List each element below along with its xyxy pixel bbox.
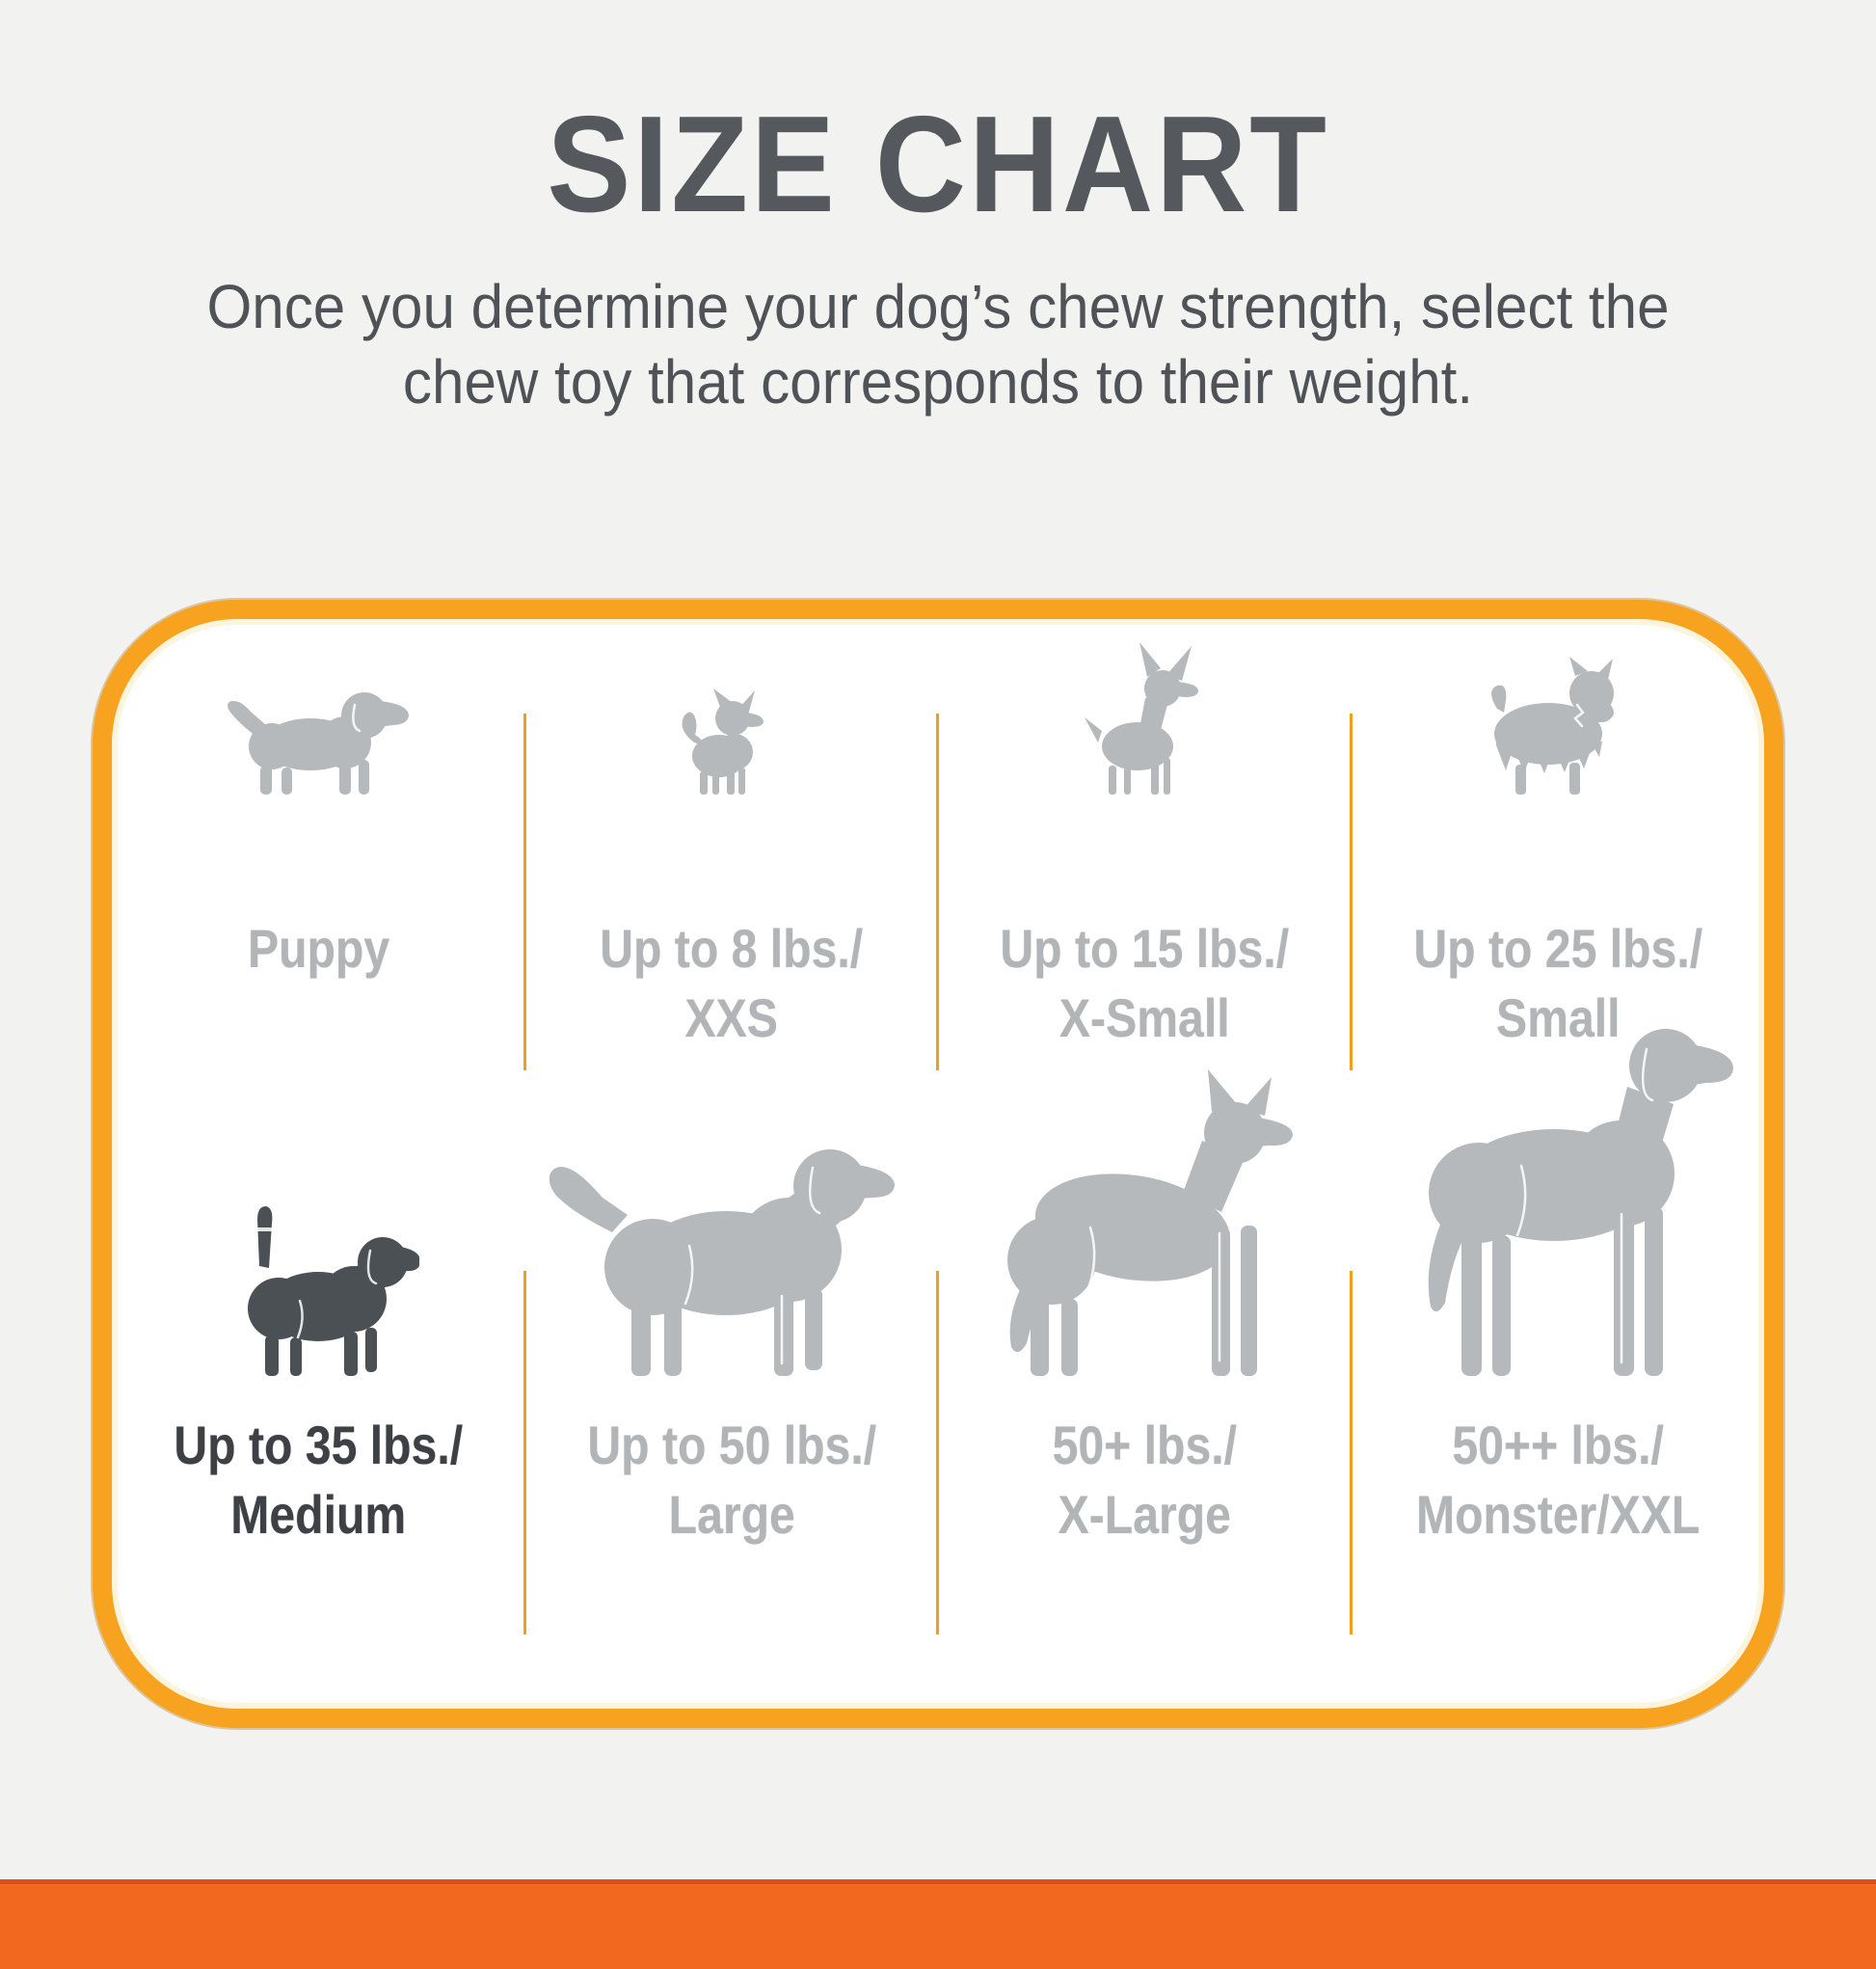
size-cell-large: Up to 50 lbs./ Large <box>525 1101 939 1709</box>
size-label-medium: Up to 35 lbs./ Medium <box>174 1415 464 1546</box>
bottom-orange-bar <box>0 1879 1876 1969</box>
size-cell-monster-xxl: 50++ lbs./ Monster/XXL <box>1352 1029 1765 1709</box>
beagle-dog-icon <box>217 1101 420 1377</box>
size-label-small: Up to 25 lbs./ Small <box>1412 918 1702 1049</box>
page-title: SIZE CHART <box>547 88 1329 241</box>
size-label-xxs: Up to 8 lbs./ XXS <box>600 918 864 1049</box>
size-cell-x-small: Up to 15 lbs./ X-Small <box>938 619 1352 1101</box>
size-label-x-small: Up to 15 lbs./ X-Small <box>1000 918 1290 1049</box>
size-cell-medium: Up to 35 lbs./ Medium <box>112 1101 525 1709</box>
column-divider <box>1349 1271 1353 1635</box>
chihuahua-dog-icon <box>671 619 791 796</box>
column-divider <box>523 1271 526 1635</box>
column-divider <box>936 1271 939 1635</box>
shepherd-dog-icon <box>971 1069 1318 1377</box>
size-cell-xxs: Up to 8 lbs./ XXS <box>525 619 939 1101</box>
size-cell-puppy: Puppy <box>112 619 525 1101</box>
subtitle-line-2: chew toy that corresponds to their weigh… <box>402 347 1474 418</box>
size-cell-x-large: 50+ lbs./ X-Large <box>938 1069 1352 1709</box>
labrador-dog-icon <box>541 1101 922 1377</box>
page-subtitle: Once you determine your dog’s chew stren… <box>56 269 1819 419</box>
terrier-dog-icon <box>1454 619 1661 796</box>
size-cell-small: Up to 25 lbs./ Small <box>1352 619 1765 1101</box>
size-chart-grid: Puppy <box>112 619 1764 1709</box>
column-divider <box>523 714 526 1071</box>
header: SIZE CHART Once you determine your dog’s… <box>0 93 1876 419</box>
size-label-monster-xxl: 50++ lbs./ Monster/XXL <box>1415 1415 1700 1546</box>
size-label-large: Up to 50 lbs./ Large <box>586 1415 876 1546</box>
puppy-dog-icon <box>222 619 415 796</box>
size-label-x-large: 50+ lbs./ X-Large <box>1052 1415 1237 1546</box>
size-chart-panel: Puppy <box>93 600 1783 1729</box>
column-divider <box>1349 714 1353 1071</box>
subtitle-line-1: Once you determine your dog’s chew stren… <box>206 272 1670 342</box>
size-label-puppy: Puppy <box>247 918 389 980</box>
column-divider <box>936 714 939 1071</box>
toy-dog-icon <box>1070 619 1219 796</box>
great-dane-dog-icon <box>1379 1029 1737 1377</box>
